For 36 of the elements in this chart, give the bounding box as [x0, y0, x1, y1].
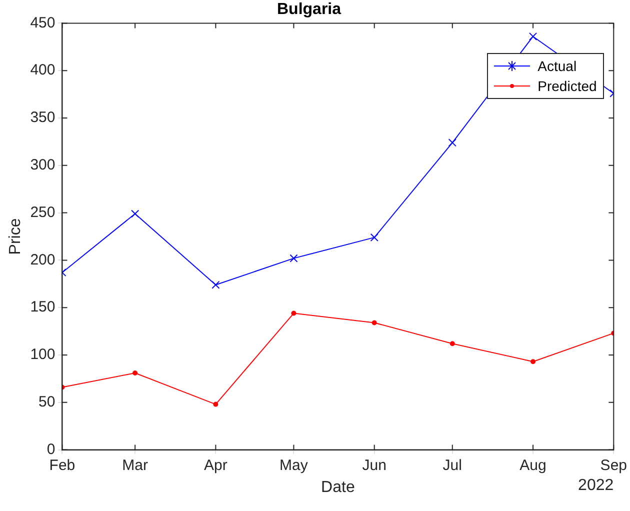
y-tick-label: 50 [38, 394, 56, 411]
y-axis-title: Price [7, 218, 24, 255]
point [530, 359, 536, 364]
point [212, 280, 220, 289]
legend-label: Actual [538, 57, 577, 76]
point [290, 254, 298, 262]
point [448, 138, 456, 147]
y-tick-label: 400 [30, 62, 56, 79]
point [131, 210, 140, 218]
point [528, 32, 538, 41]
point [450, 341, 455, 346]
x-axis-title: Date [321, 478, 355, 496]
y-tick-label: 350 [30, 109, 56, 126]
y-tick-label: 150 [30, 298, 56, 316]
y-tick-label: 200 [30, 251, 56, 268]
point [132, 370, 138, 376]
x-tick-label: Feb [49, 456, 76, 474]
point [291, 310, 296, 316]
x-tick-label: May [280, 456, 308, 474]
legend-label: Predicted [538, 77, 597, 96]
chart-title: Bulgaria [276, 1, 342, 18]
y-tick-label: 250 [30, 204, 56, 221]
x-tick-label: Sep [600, 456, 628, 474]
x-tick-label: Apr [204, 456, 228, 474]
y-tick-label: 300 [30, 156, 56, 174]
x-tick-label: Aug [520, 456, 546, 474]
point [213, 402, 218, 407]
x-tick-label: Jun [362, 456, 386, 474]
x-tick-label: Jul [442, 456, 462, 474]
x-tick-label: Mar [122, 456, 148, 474]
point [370, 233, 378, 242]
text: 2022 [578, 477, 614, 494]
point [372, 320, 377, 326]
y-tick-label: 100 [30, 346, 56, 364]
y-tick-label: 450 [30, 14, 56, 32]
y-tick-label: 0 [46, 440, 56, 458]
